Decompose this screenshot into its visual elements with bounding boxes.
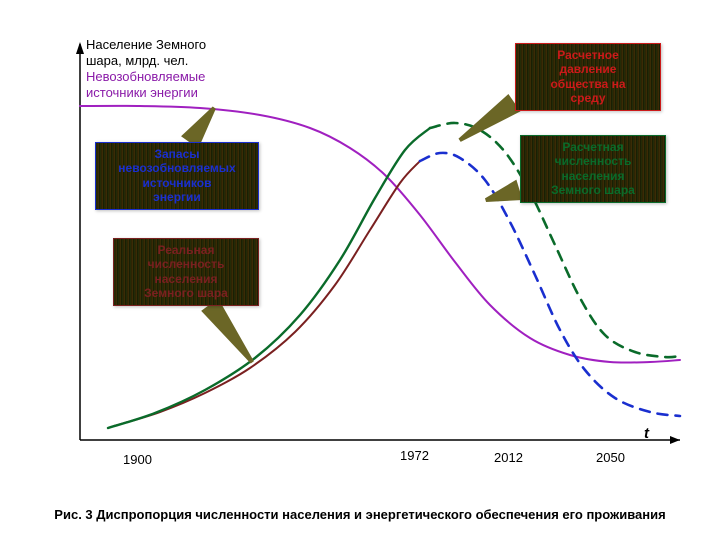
arrow-real-pop — [202, 299, 253, 363]
y-axis-label-0: Население Земного — [86, 38, 206, 53]
y-axis-label-3: источники энергии — [86, 86, 198, 101]
chart-figure: { "canvas": { "width": 720, "height": 54… — [0, 0, 720, 540]
callout-real-pop: РеальнаячисленностьнаселенияЗемного шара — [113, 238, 259, 306]
callout-reserves: Запасыневозобновляемыхисточниковэнергии — [95, 142, 259, 210]
x-tick-0: 1900 — [123, 452, 152, 467]
x-tick-1: 1972 — [400, 448, 429, 463]
x-tick-2: 2012 — [494, 450, 523, 465]
x-axis-var-label: t — [644, 425, 649, 442]
y-axis-label-2: Невозобновляемые — [86, 70, 205, 85]
x-tick-3: 2050 — [596, 450, 625, 465]
y-axis-label-1: шара, млрд. чел. — [86, 54, 188, 69]
arrow-proj-pop — [486, 180, 522, 201]
figure-caption: Рис. 3 Диспропорция численности населени… — [0, 507, 720, 522]
callout-proj-pop: РасчетнаячисленностьнаселенияЗемного шар… — [520, 135, 666, 203]
arrow-pressure — [459, 95, 520, 141]
callout-pressure: Расчетноедавлениеобщества насреду — [515, 43, 661, 111]
